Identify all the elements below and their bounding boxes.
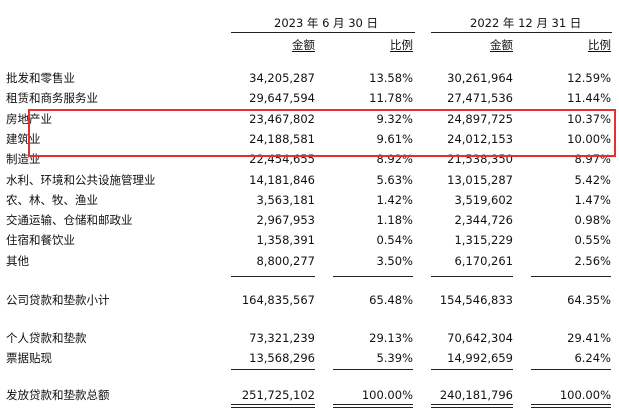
row-label: 住宿和餐饮业: [6, 233, 75, 248]
amount-2023: 34,205,287: [249, 71, 315, 85]
column-header-amount-2022: 金额: [490, 38, 513, 52]
ratio-2022: 2.56%: [574, 253, 611, 268]
ratio-2023: 5.63%: [376, 172, 413, 187]
personal-ratio-2022: 29.41%: [567, 331, 611, 345]
ratio-2022: 1.47%: [574, 192, 611, 207]
total-label: 发放贷款和垫款总额: [6, 388, 110, 402]
personal-amount-2023: 73,321,239: [249, 331, 315, 345]
divider-before-total: [531, 369, 611, 370]
discounted-bills-label: 票据贴现: [6, 351, 52, 365]
ratio-2023: 9.32%: [376, 111, 413, 126]
period-header-2022: 2022 年 12 月 31 日: [470, 16, 582, 30]
period-underline-2022: [431, 32, 612, 33]
amount-2023: 1,358,391: [256, 233, 315, 248]
ratio-2022: 10.00%: [567, 131, 611, 146]
ratio-2023: 9.61%: [376, 131, 413, 146]
ratio-2023: 0.54%: [376, 233, 413, 248]
divider-before-total: [231, 369, 315, 370]
subtotal-amount-2023: 164,835,567: [241, 293, 315, 307]
total-double-underline: [231, 407, 315, 408]
ratio-2023: 3.50%: [376, 253, 413, 268]
row-label: 交通运输、仓储和邮政业: [6, 213, 133, 228]
subtotal-amount-2022: 154,546,833: [439, 293, 513, 307]
row-label: 建筑业: [6, 131, 41, 146]
row-label: 农、林、牧、渔业: [6, 192, 98, 207]
amount-2022: 24,012,153: [447, 131, 513, 146]
ratio-2022: 11.44%: [567, 91, 611, 106]
total-ratio-2023: 100.00%: [361, 388, 413, 402]
personal-amount-2022: 70,642,304: [447, 331, 513, 345]
amount-2022: 24,897,725: [447, 111, 513, 126]
column-header-amount-2023: 金额: [292, 38, 315, 52]
ratio-2023: 1.42%: [376, 192, 413, 207]
total-double-underline: [231, 404, 315, 405]
column-header-ratio-2023: 比例: [390, 38, 413, 52]
amount-2022: 27,471,536: [447, 91, 513, 106]
divider-before-subtotal: [431, 276, 513, 277]
ratio-2022: 5.42%: [574, 172, 611, 187]
subtotal-label: 公司贷款和垫款小计: [6, 293, 110, 307]
amount-2022: 2,344,726: [454, 213, 513, 228]
amount-2023: 23,467,802: [249, 111, 315, 126]
ratio-2023: 1.18%: [376, 213, 413, 228]
total-double-underline: [333, 407, 413, 408]
amount-2023: 2,967,953: [256, 213, 315, 228]
amount-2023: 24,188,581: [249, 131, 315, 146]
discount-amount-2022: 14,992,659: [447, 351, 513, 365]
total-double-underline: [531, 407, 611, 408]
discount-ratio-2022: 6.24%: [574, 351, 611, 365]
divider-before-total: [333, 369, 413, 370]
total-amount-2023: 251,725,102: [241, 388, 315, 402]
divider-before-total: [431, 369, 513, 370]
highlight-box: [28, 109, 616, 157]
divider-before-subtotal: [231, 276, 315, 277]
column-header-ratio-2022: 比例: [588, 38, 611, 52]
amount-2023: 29,647,594: [249, 91, 315, 106]
total-double-underline: [431, 407, 513, 408]
row-label: 水利、环境和公共设施管理业: [6, 172, 156, 187]
total-ratio-2022: 100.00%: [559, 388, 611, 402]
ratio-2023: 11.78%: [369, 91, 413, 106]
total-double-underline: [333, 404, 413, 405]
personal-ratio-2023: 29.13%: [369, 331, 413, 345]
amount-2022: 3,519,602: [454, 192, 513, 207]
amount-2022: 6,170,261: [454, 253, 513, 268]
amount-2023: 8,800,277: [256, 253, 315, 268]
ratio-2022: 0.98%: [574, 213, 611, 228]
amount-2023: 14,181,846: [249, 172, 315, 187]
discount-ratio-2023: 5.39%: [376, 351, 413, 365]
subtotal-ratio-2023: 65.48%: [369, 293, 413, 307]
amount-2023: 3,563,181: [256, 192, 315, 207]
period-header-2023: 2023 年 6 月 30 日: [274, 16, 378, 30]
ratio-2022: 10.37%: [567, 111, 611, 126]
total-double-underline: [431, 404, 513, 405]
ratio-2023: 13.58%: [369, 71, 413, 85]
period-underline-2023: [231, 32, 415, 33]
divider-before-subtotal: [333, 276, 413, 277]
discount-amount-2023: 13,568,296: [249, 351, 315, 365]
total-amount-2022: 240,181,796: [439, 388, 513, 402]
row-label: 其他: [6, 253, 29, 268]
subtotal-ratio-2022: 64.35%: [567, 293, 611, 307]
amount-2022: 13,015,287: [447, 172, 513, 187]
total-double-underline: [531, 404, 611, 405]
row-label: 租赁和商务服务业: [6, 91, 98, 106]
divider-before-subtotal: [531, 276, 611, 277]
ratio-2022: 0.55%: [574, 233, 611, 248]
personal-loans-label: 个人贷款和垫款: [6, 331, 87, 345]
amount-2022: 1,315,229: [454, 233, 513, 248]
ratio-2022: 12.59%: [567, 71, 611, 85]
amount-2022: 30,261,964: [447, 71, 513, 85]
row-label: 批发和零售业: [6, 71, 75, 85]
